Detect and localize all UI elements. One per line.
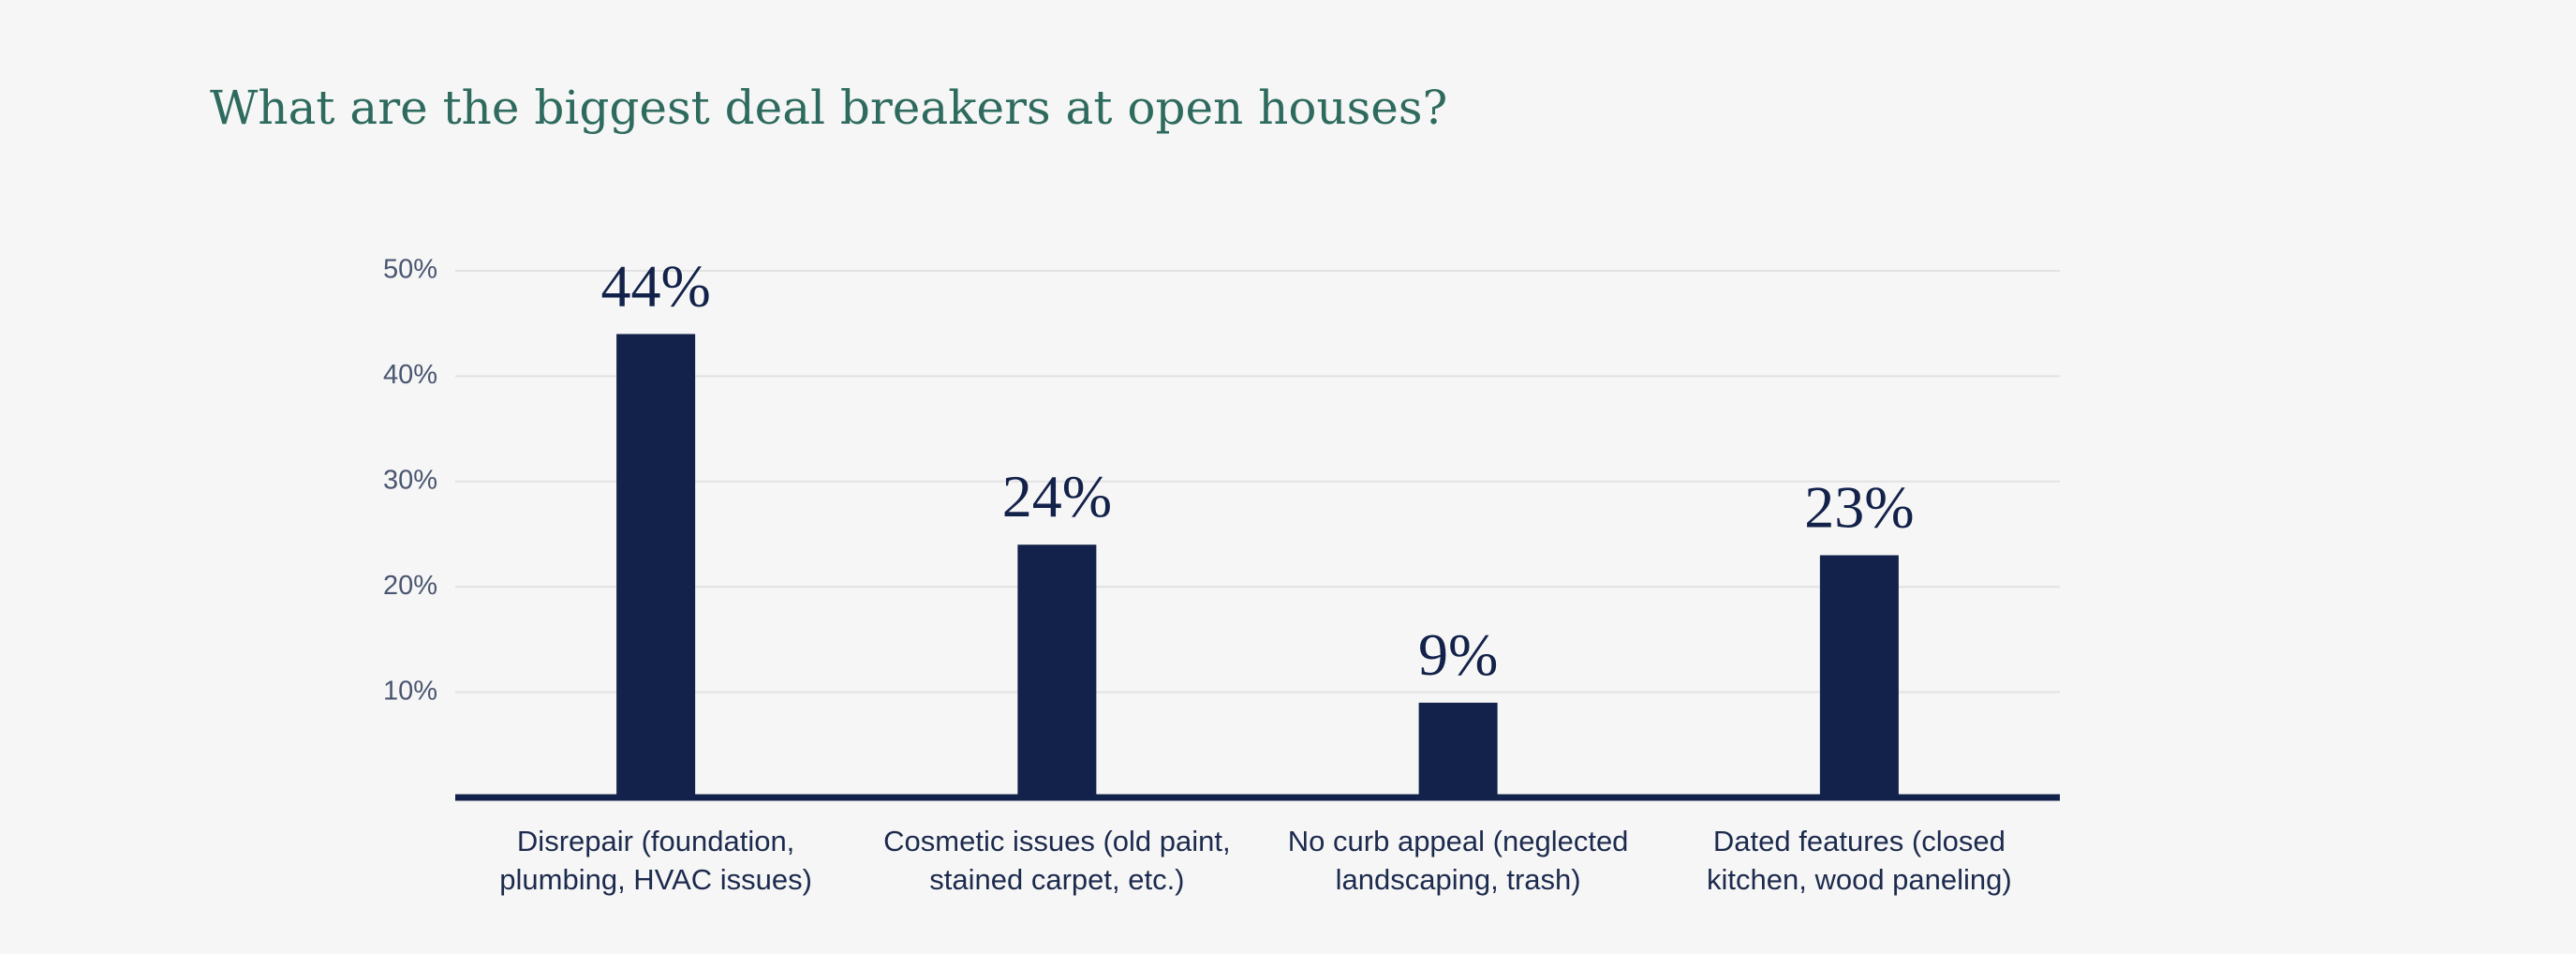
x-tick-label: No curb appeal (neglected landscaping, t… (1287, 825, 1629, 896)
x-tick-label: Dated features (closed kitchen, wood pan… (1707, 825, 2012, 896)
y-tick-label: 30% (383, 465, 437, 495)
bar (1017, 544, 1097, 797)
x-tick-label: Disrepair (foundation, plumbing, HVAC is… (499, 825, 812, 896)
chart-title: What are the biggest deal breakers at op… (210, 81, 1447, 135)
y-tick-label: 10% (383, 676, 437, 706)
value-label: 9% (1418, 621, 1498, 688)
value-label: 44% (600, 252, 710, 319)
value-label: 24% (1002, 463, 1112, 529)
bar (1819, 555, 1899, 797)
y-tick-label: 50% (383, 255, 437, 285)
value-label: 23% (1804, 473, 1914, 540)
y-tick-label: 40% (383, 360, 437, 390)
bar (1418, 702, 1498, 797)
x-tick-label: Cosmetic issues (old paint, stained carp… (883, 825, 1231, 896)
y-tick-label: 20% (383, 571, 437, 601)
bar (616, 334, 696, 797)
